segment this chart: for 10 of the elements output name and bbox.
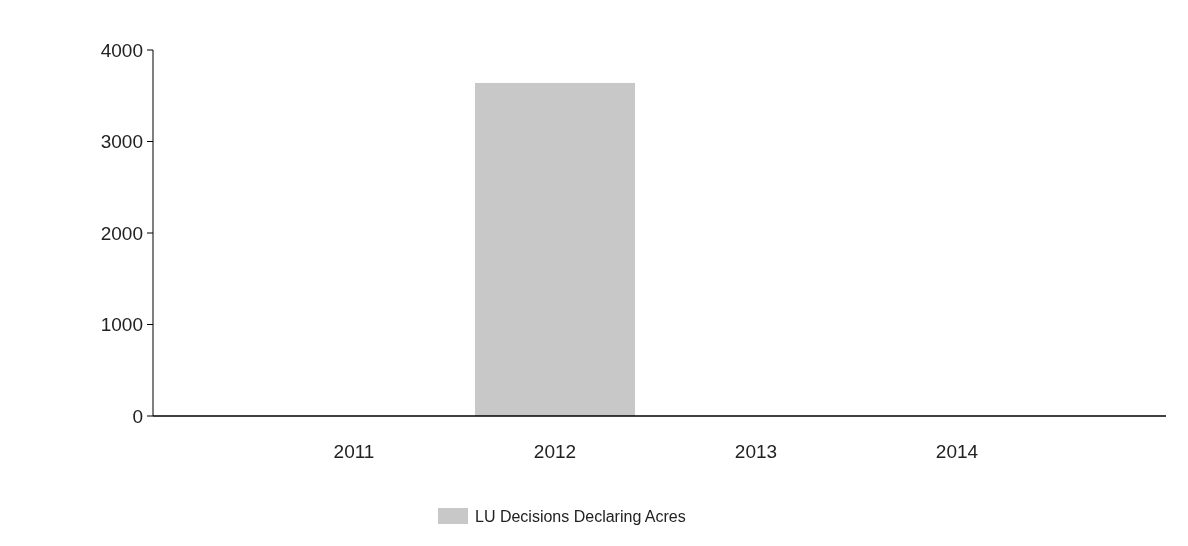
y-tick-label: 3000 <box>100 131 143 153</box>
y-tick-label: 1000 <box>100 314 143 336</box>
legend-label: LU Decisions Declaring Acres <box>475 507 686 525</box>
y-tick-label: 2000 <box>100 222 143 244</box>
x-tick-label: 2011 <box>333 441 375 462</box>
y-tick-label: 4000 <box>100 39 143 61</box>
y-tick-label: 0 <box>132 405 143 427</box>
x-tick-label: 2013 <box>734 441 778 462</box>
x-tick-label: 2012 <box>533 441 577 462</box>
x-tick-label: 2014 <box>935 441 979 462</box>
